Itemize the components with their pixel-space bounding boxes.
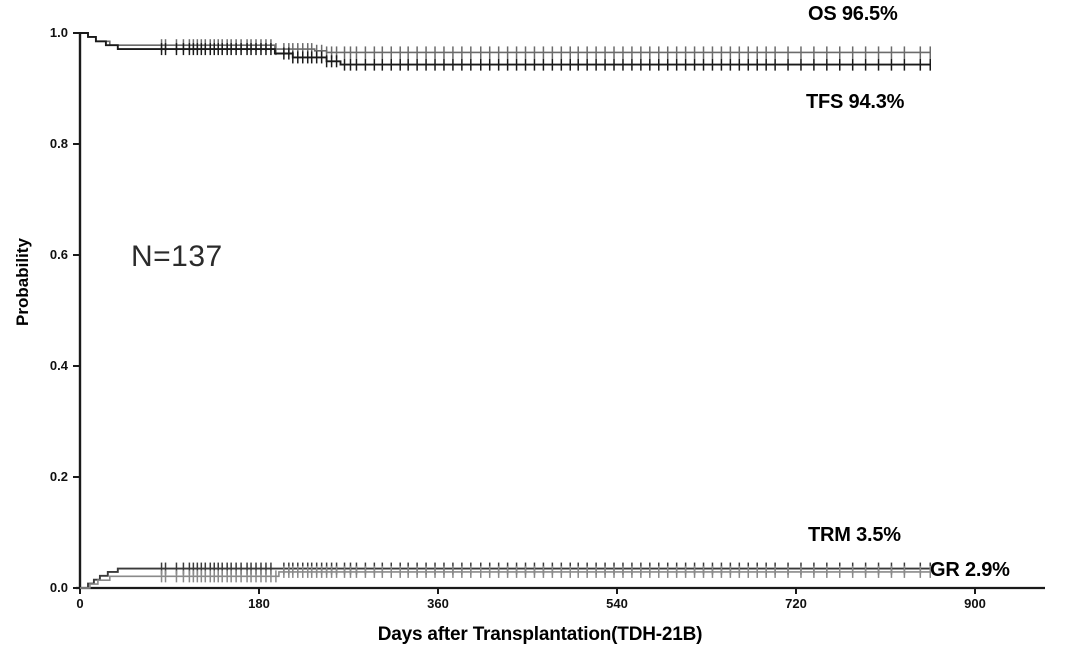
annotation-os: OS 96.5%	[808, 3, 898, 25]
y-tick-label: 0.6	[49, 247, 68, 262]
annotation-gr: GR 2.9%	[930, 559, 1010, 581]
censor-marks-gr	[160, 565, 931, 583]
axes-layer	[73, 32, 1045, 594]
annotation-tfs: TFS 94.3%	[806, 91, 905, 113]
y-tick-label: 0.8	[49, 136, 68, 151]
annotation-trm: TRM 3.5%	[808, 524, 901, 546]
x-tick-label: 540	[606, 596, 628, 611]
x-tick-label: 900	[964, 596, 986, 611]
y-tick-label: 1.0	[49, 25, 68, 40]
x-tick-label: 180	[248, 596, 270, 611]
x-axis-title: Days after Transplantation(TDH-21B)	[377, 624, 703, 645]
curve-trm	[80, 567, 931, 589]
y-tick-label: 0.0	[49, 580, 68, 595]
x-tick-label: 720	[785, 596, 807, 611]
x-tick-label: 360	[427, 596, 449, 611]
censor-marks-tfs	[160, 43, 931, 71]
y-axis-title: Probability	[13, 238, 32, 326]
y-tick-label: 0.4	[49, 358, 68, 373]
x-tick-label: 0	[76, 596, 84, 611]
curve-tfs	[80, 32, 931, 66]
sample-size-annotation: N=137	[131, 240, 223, 273]
curves-layer	[80, 32, 931, 589]
curve-gr	[80, 571, 931, 589]
y-tick-label: 0.2	[49, 469, 68, 484]
